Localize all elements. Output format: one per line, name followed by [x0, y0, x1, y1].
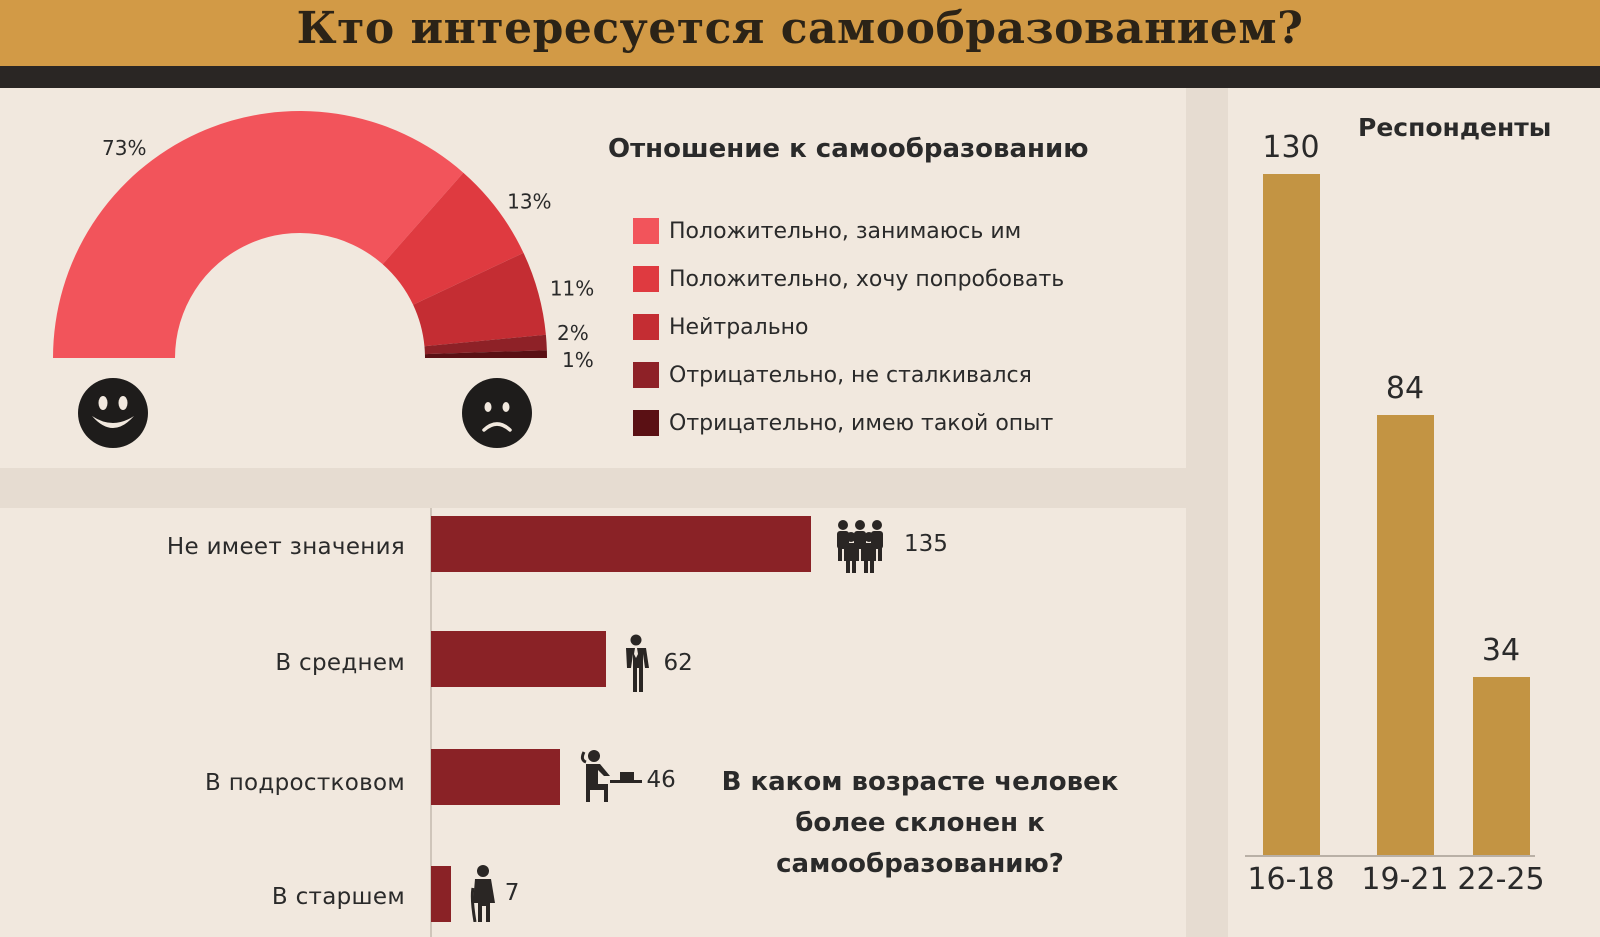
legend-swatch — [633, 362, 659, 388]
elderly-person-icon — [467, 864, 501, 926]
age-bars-axis — [430, 508, 432, 937]
respondents-bar-3 — [1473, 676, 1530, 855]
respondents-bar-value: 84 — [1385, 370, 1425, 406]
age-panel — [0, 508, 1186, 937]
age-category-label: Не имеет значения — [166, 534, 405, 560]
title-underline-bar — [0, 66, 1600, 88]
legend-swatch — [633, 314, 659, 340]
respondents-bar-1 — [1263, 174, 1320, 855]
legend-item-3: Нейтрально — [633, 312, 809, 342]
gauge-slice-1 — [53, 111, 464, 358]
age-chart-title: В каком возрасте человек более склонен к… — [721, 767, 1119, 879]
attitude-legend-title: Отношение к самообразованию — [608, 134, 1089, 164]
businessman-icon — [621, 634, 651, 698]
respondents-bar-value: 130 — [1262, 130, 1320, 165]
age-category-label: В среднем — [275, 650, 405, 676]
legend-swatch — [633, 266, 659, 292]
age-bar-2 — [431, 631, 606, 687]
sad-face-icon — [462, 378, 532, 448]
smiley-face-icon — [78, 378, 148, 448]
gauge-label-3: 11% — [550, 277, 594, 301]
age-category-label: В старшем — [271, 884, 405, 910]
respondents-baseline — [1245, 855, 1535, 857]
age-category-label: В подростковом — [205, 770, 405, 796]
column-divider — [1186, 88, 1228, 937]
legend-label: Положительно, занимаюсь им — [669, 218, 1022, 244]
gauge-label-1: 73% — [102, 136, 146, 160]
legend-label: Отрицательно, имею такой опыт — [669, 410, 1054, 436]
age-bar-4 — [431, 866, 451, 922]
respondents-age-label: 16-18 — [1247, 862, 1335, 897]
respondents-title: Респонденты — [1358, 113, 1552, 142]
legend-swatch — [633, 410, 659, 436]
page-title: Кто интересуется самообразованием? — [296, 3, 1304, 54]
age-bar-1 — [431, 516, 811, 572]
gauge-slice-2 — [382, 172, 524, 305]
age-bar-3 — [431, 749, 561, 805]
respondents-bar-value: 34 — [1481, 632, 1521, 668]
section-separator — [0, 468, 1186, 508]
respondents-bar-2 — [1377, 414, 1434, 855]
respondents-age-label: 19-21 — [1361, 862, 1449, 897]
gauge-label-4: 2% — [557, 321, 589, 345]
gauge-slice-3 — [413, 252, 546, 347]
gauge-slice-5 — [424, 350, 547, 358]
attitude-gauge-chart: 73% 13% 11% 2% 1% — [53, 111, 594, 372]
respondents-age-label: 22-25 — [1457, 862, 1545, 897]
legend-swatch — [633, 218, 659, 244]
legend-label: Нейтрально — [669, 314, 809, 340]
legend-item-4: Отрицательно, не сталкивался — [633, 360, 1032, 390]
student-at-desk-icon — [580, 748, 644, 810]
age-bar-value: 135 — [904, 531, 948, 557]
gauge-label-2: 13% — [507, 189, 551, 213]
gauge-label-5: 1% — [562, 348, 594, 372]
legend-item-5: Отрицательно, имею такой опыт — [633, 408, 1053, 438]
age-bar-value: 7 — [504, 880, 520, 906]
people-group-icon — [831, 518, 889, 582]
legend-item-1: Положительно, занимаюсь им — [633, 216, 1021, 246]
legend-label: Отрицательно, не сталкивался — [669, 362, 1032, 388]
legend-label: Положительно, хочу попробовать — [669, 266, 1065, 292]
age-bar-value: 62 — [663, 650, 693, 676]
gauge-slice-4 — [424, 334, 547, 355]
legend-item-2: Положительно, хочу попробовать — [633, 264, 1064, 294]
age-bar-value: 46 — [646, 767, 676, 793]
title-band: Кто интересуется самообразованием? — [0, 0, 1600, 66]
